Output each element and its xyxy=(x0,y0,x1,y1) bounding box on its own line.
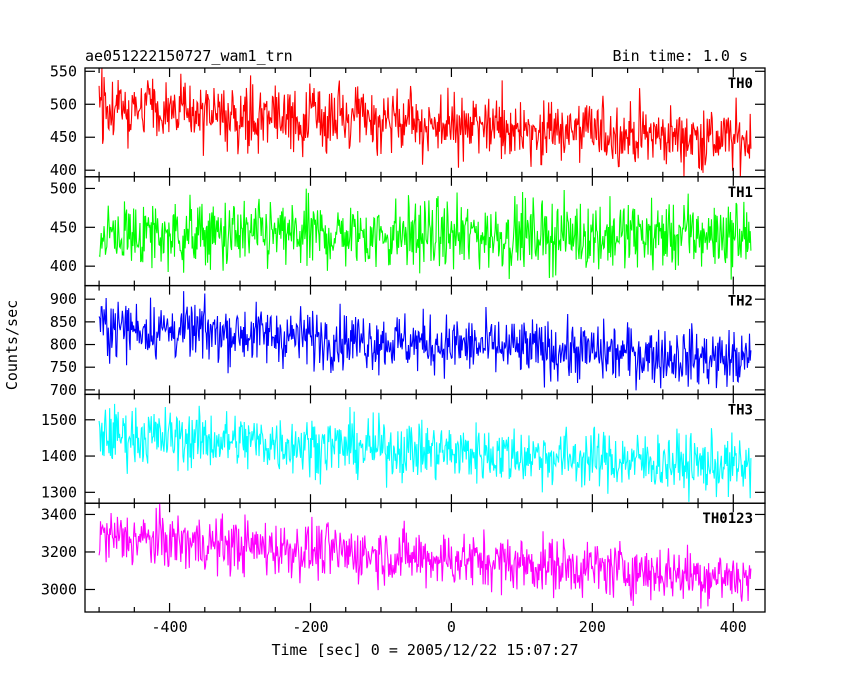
x-tick-label: 200 xyxy=(579,618,606,636)
y-tick-label: 450 xyxy=(50,128,77,146)
x-tick-label: 400 xyxy=(720,618,747,636)
panel-label-th3: TH3 xyxy=(728,402,753,418)
panel-label-th0: TH0 xyxy=(728,76,753,92)
panel-label-th2: TH2 xyxy=(728,294,753,310)
y-tick-label: 1400 xyxy=(41,447,77,465)
panel-frame-th0123 xyxy=(84,502,766,613)
y-axis-label: Counts/sec xyxy=(3,300,21,390)
panel-label-th0123: TH0123 xyxy=(702,511,753,527)
y-tick-label: 500 xyxy=(50,179,77,197)
light-curve-th1 xyxy=(98,188,752,280)
light-curve-th2 xyxy=(98,291,752,391)
y-tick-label: 900 xyxy=(50,290,77,308)
panels-group: TH0 400 450 500 550 TH1 400 450 500 TH2 700 750 800 8… xyxy=(41,62,766,636)
x-tick-label: -400 xyxy=(151,618,187,636)
y-tick-label: 400 xyxy=(50,257,77,275)
y-tick-label: 400 xyxy=(50,161,77,179)
y-tick-label: 750 xyxy=(50,358,77,376)
y-tick-label: 700 xyxy=(50,381,77,399)
y-tick-label: 3400 xyxy=(41,505,77,523)
chart-title: ae051222150727_wam1_trn xyxy=(85,47,293,65)
panel-label-th1: TH1 xyxy=(728,185,753,201)
light-curve-th0 xyxy=(98,67,752,177)
y-tick-label: 500 xyxy=(50,95,77,113)
y-tick-label: 450 xyxy=(50,218,77,236)
x-tick-label: 0 xyxy=(447,618,456,636)
y-tick-label: 850 xyxy=(50,313,77,331)
x-tick-label: -200 xyxy=(292,618,328,636)
light-curve-th3 xyxy=(98,403,752,502)
x-axis-label: Time [sec] 0 = 2005/12/22 15:07:27 xyxy=(271,641,578,659)
y-tick-label: 550 xyxy=(50,62,77,80)
y-tick-label: 1500 xyxy=(41,411,77,429)
bin-time-label: Bin time: 1.0 s xyxy=(613,47,748,65)
y-tick-label: 3000 xyxy=(41,580,77,598)
y-tick-label: 800 xyxy=(50,336,77,354)
y-tick-label: 3200 xyxy=(41,543,77,561)
y-tick-label: 1300 xyxy=(41,483,77,501)
light-curve-th0123 xyxy=(98,503,752,609)
